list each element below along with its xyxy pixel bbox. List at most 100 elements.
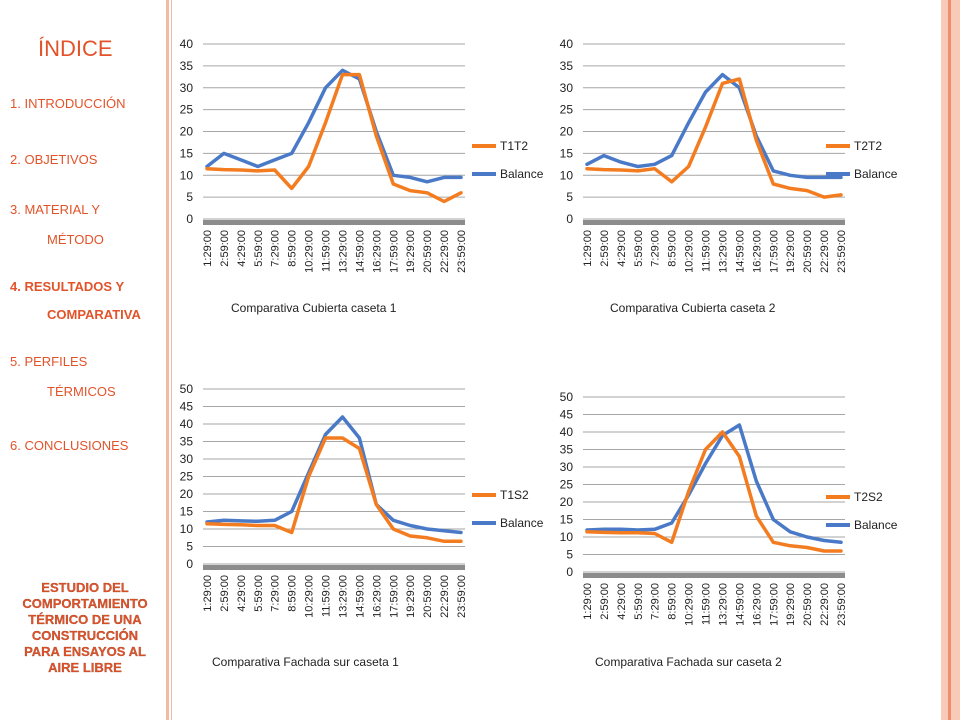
menu-item-perfiles[interactable]: 5. PERFILES <box>10 354 88 369</box>
y-tick-label: 15 <box>560 146 574 160</box>
y-tick-label: 35 <box>560 59 574 73</box>
x-tick-label: 11:59:00 <box>701 230 713 272</box>
y-tick-label: 25 <box>180 470 194 484</box>
y-tick-label: 25 <box>560 478 574 492</box>
x-tick-label: 7:29:00 <box>650 583 662 620</box>
x-axis-band <box>583 220 845 225</box>
x-tick-label: 10:29:00 <box>304 575 316 618</box>
y-tick-label: 35 <box>180 435 194 449</box>
y-tick-label: 5 <box>566 190 573 204</box>
x-axis-band <box>583 573 845 578</box>
legend-label: Balance <box>500 167 544 181</box>
series-line-balance <box>585 423 843 545</box>
x-tick-label: 4:29:00 <box>616 230 628 267</box>
study-title-line: PARA ENSAYOS AL <box>24 644 146 659</box>
x-tick-label: 20:59:00 <box>802 583 814 626</box>
y-tick-label: 10 <box>180 168 194 182</box>
x-tick-label: 2:59:00 <box>219 575 231 612</box>
right-decoration-stripe <box>948 0 951 720</box>
sidebar-divider <box>166 0 169 720</box>
legend-label: Balance <box>854 518 898 532</box>
x-tick-label: 1:29:00 <box>202 230 214 267</box>
x-tick-label: 23:59:00 <box>836 230 848 273</box>
series-line-t1t2 <box>205 72 463 204</box>
x-tick-label: 14:59:00 <box>354 575 366 618</box>
legend-label: T2S2 <box>854 490 883 504</box>
y-tick-label: 25 <box>180 103 194 117</box>
menu-item-comparativa[interactable]: COMPARATIVA <box>47 307 141 322</box>
x-tick-label: 20:59:00 <box>422 230 434 273</box>
y-tick-label: 10 <box>560 168 574 182</box>
chart-cubierta-caseta-2: 0 5 10 15 20 25 30 35 40 1:29:00 2:59:00 4:29:00 5:5… <box>560 37 898 315</box>
menu-item-objetivos[interactable]: 2. OBJETIVOS <box>10 152 98 167</box>
menu-item-introduccion[interactable]: 1. INTRODUCCIÓN <box>10 96 126 111</box>
index-title: ÍNDICE <box>38 36 113 61</box>
study-title-line: AIRE LIBRE <box>48 660 122 675</box>
sidebar-divider-thin <box>171 0 172 720</box>
x-tick-label: 7:29:00 <box>270 230 282 267</box>
y-tick-label: 15 <box>180 505 194 519</box>
y-tick-label: 10 <box>180 522 194 536</box>
y-tick-label: 0 <box>566 565 573 579</box>
x-tick-label: 16:29:00 <box>751 583 763 626</box>
x-tick-label: 16:29:00 <box>751 230 763 273</box>
y-tick-label: 20 <box>180 487 194 501</box>
menu-item-termicos[interactable]: TÉRMICOS <box>47 384 116 399</box>
x-tick-label: 11:59:00 <box>321 575 333 617</box>
series-line-t2t2 <box>585 77 843 199</box>
x-tick-label: 4:29:00 <box>616 583 628 620</box>
x-tick-label: 2:59:00 <box>219 230 231 267</box>
y-tick-label: 35 <box>180 59 194 73</box>
legend-label: T1S2 <box>500 488 529 502</box>
x-tick-label: 20:59:00 <box>802 230 814 273</box>
x-tick-label: 16:29:00 <box>371 575 383 618</box>
series-line-t1s2 <box>205 436 463 544</box>
menu-item-material[interactable]: 3. MATERIAL Y <box>10 202 101 217</box>
y-tick-label: 5 <box>186 190 193 204</box>
x-tick-label: 22:29:00 <box>439 575 451 618</box>
x-tick-label: 8:59:00 <box>667 230 679 267</box>
y-tick-label: 5 <box>186 540 193 554</box>
menu-item-conclusiones[interactable]: 6. CONCLUSIONES <box>10 438 129 453</box>
y-tick-label: 15 <box>560 513 574 527</box>
chart-cubierta-caseta-1: 0 5 10 15 20 25 30 35 40 1:29:00 2:59:00 4:29:00 5:5… <box>180 37 544 315</box>
x-tick-label: 7:29:00 <box>650 230 662 267</box>
series-line-balance <box>585 72 843 180</box>
x-tick-label: 19:29:00 <box>785 583 797 626</box>
y-tick-label: 40 <box>180 37 194 51</box>
y-tick-label: 20 <box>180 125 194 139</box>
x-tick-label: 22:29:00 <box>819 583 831 626</box>
x-tick-label: 19:29:00 <box>405 575 417 618</box>
x-tick-label: 5:59:00 <box>633 583 645 620</box>
y-tick-label: 40 <box>560 425 574 439</box>
menu-item-metodo[interactable]: MÉTODO <box>47 232 104 247</box>
chart-fachada-sur-caseta-1: 0 5 10 15 20 25 30 35 40 45 50 1:29:00 2:59:00 4:29:0… <box>180 382 544 669</box>
legend-label: T2T2 <box>854 139 882 153</box>
menu-item-resultados[interactable]: 4. RESULTADOS Y <box>10 279 125 294</box>
y-tick-label: 50 <box>180 382 194 396</box>
x-tick-label: 2:59:00 <box>599 230 611 267</box>
x-tick-label: 17:59:00 <box>768 230 780 273</box>
y-tick-label: 35 <box>560 443 574 457</box>
x-axis-band <box>203 220 465 225</box>
x-tick-label: 20:59:00 <box>422 575 434 618</box>
x-tick-label: 23:59:00 <box>456 575 468 618</box>
x-tick-label: 17:59:00 <box>388 575 400 618</box>
x-tick-label: 1:29:00 <box>202 575 214 612</box>
legend-label: Balance <box>500 516 544 530</box>
x-tick-label: 23:59:00 <box>836 583 848 626</box>
study-title-line: CONSTRUCCIÓN <box>31 628 139 643</box>
chart-title: Comparativa Cubierta caseta 2 <box>610 301 776 315</box>
y-tick-label: 25 <box>560 103 574 117</box>
y-tick-label: 30 <box>560 81 574 95</box>
x-tick-label: 10:29:00 <box>304 230 316 273</box>
x-tick-label: 13:29:00 <box>717 230 729 273</box>
study-title-line: COMPORTAMIENTO <box>22 596 148 611</box>
chart-fachada-sur-caseta-2: 0 5 10 15 20 25 30 35 40 45 50 1:29:00 2:59:00 4:29:0… <box>560 390 898 669</box>
x-tick-label: 5:59:00 <box>253 230 265 267</box>
x-tick-label: 10:29:00 <box>684 583 696 626</box>
x-tick-label: 8:59:00 <box>287 230 299 267</box>
x-tick-label: 11:59:00 <box>701 583 713 625</box>
x-tick-label: 2:59:00 <box>599 583 611 620</box>
y-tick-label: 50 <box>560 390 574 404</box>
